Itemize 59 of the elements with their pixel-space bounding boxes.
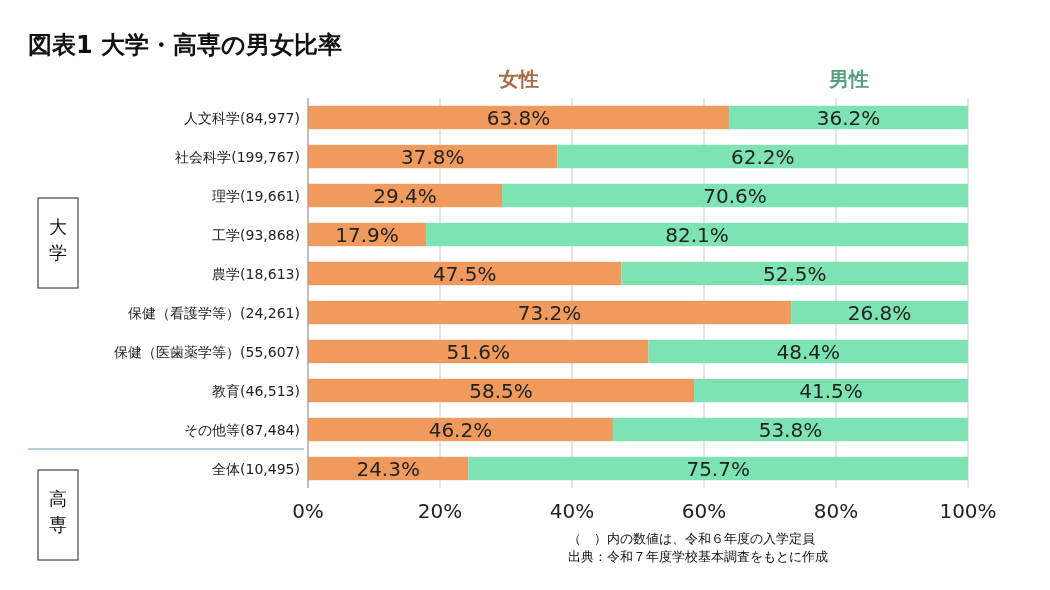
data-label: 37.8%	[400, 144, 465, 169]
data-label: 73.2%	[517, 300, 582, 325]
y-tick-label: 保健（看護学等）(24,261)	[128, 304, 300, 321]
data-label: 82.1%	[665, 222, 729, 247]
y-tick-label: 社会科学(199,767)	[175, 148, 300, 165]
bar	[621, 261, 968, 286]
data-label: 17.9%	[335, 222, 399, 247]
bar	[694, 378, 968, 403]
y-tick-label: 全体(10,495)	[212, 460, 300, 477]
data-label: 48.4%	[776, 339, 841, 364]
x-tick-label: 100%	[939, 499, 997, 523]
x-tick-label: 80%	[813, 499, 859, 523]
data-label: 36.2%	[816, 105, 881, 130]
data-label: 63.8%	[486, 105, 551, 130]
bar	[308, 261, 622, 286]
chart-title: 図表1 大学・高専の男女比率	[28, 31, 343, 59]
y-tick-label: 理学(19,661)	[212, 187, 300, 204]
data-label: 47.5%	[432, 261, 497, 286]
data-label: 41.5%	[799, 378, 863, 403]
x-tick-label: 0%	[292, 499, 324, 523]
data-label: 62.2%	[730, 144, 795, 169]
data-label: 26.8%	[847, 300, 912, 325]
text: 大学	[49, 216, 67, 263]
data-label: 51.6%	[446, 339, 511, 364]
data-label: 58.5%	[469, 378, 533, 403]
y-tick-label: 保健（医歯薬学等）(55,607)	[114, 343, 300, 360]
y-tick-label: 農学(18,613)	[212, 265, 300, 282]
bar	[557, 144, 968, 169]
bar	[729, 105, 968, 130]
bar	[612, 417, 968, 442]
bar	[308, 339, 649, 364]
data-label: 24.3%	[356, 456, 420, 481]
y-tick-label: 工学(93,868)	[212, 226, 300, 243]
bar	[308, 144, 558, 169]
bar	[308, 378, 695, 403]
text: （ ）内の数値は、令和６年度の入学定員	[568, 531, 815, 546]
x-tick-label: 60%	[681, 499, 727, 523]
series-label: 男性	[827, 67, 869, 91]
bar	[502, 183, 968, 208]
bar	[648, 339, 968, 364]
text: 高専	[49, 488, 67, 535]
y-tick-label: その他等(87,484)	[184, 421, 300, 438]
y-tick-label: 人文科学(84,977)	[184, 109, 300, 126]
bar	[468, 456, 968, 481]
x-tick-label: 40%	[549, 499, 595, 523]
bar	[426, 222, 968, 247]
y-tick-label: 教育(46,513)	[212, 382, 300, 399]
series-label: 女性	[497, 67, 539, 91]
data-label: 29.4%	[373, 183, 437, 208]
source-note: 出典：令和７年度学校基本調査をもとに作成	[568, 549, 828, 564]
data-label: 46.2%	[428, 417, 493, 442]
data-label: 75.7%	[686, 456, 750, 481]
data-label: 52.5%	[762, 261, 827, 286]
data-label: 53.8%	[758, 417, 823, 442]
data-label: 70.6%	[703, 183, 767, 208]
bar	[308, 417, 613, 442]
x-tick-label: 20%	[417, 499, 463, 523]
bar	[308, 105, 730, 130]
bar	[308, 300, 792, 325]
